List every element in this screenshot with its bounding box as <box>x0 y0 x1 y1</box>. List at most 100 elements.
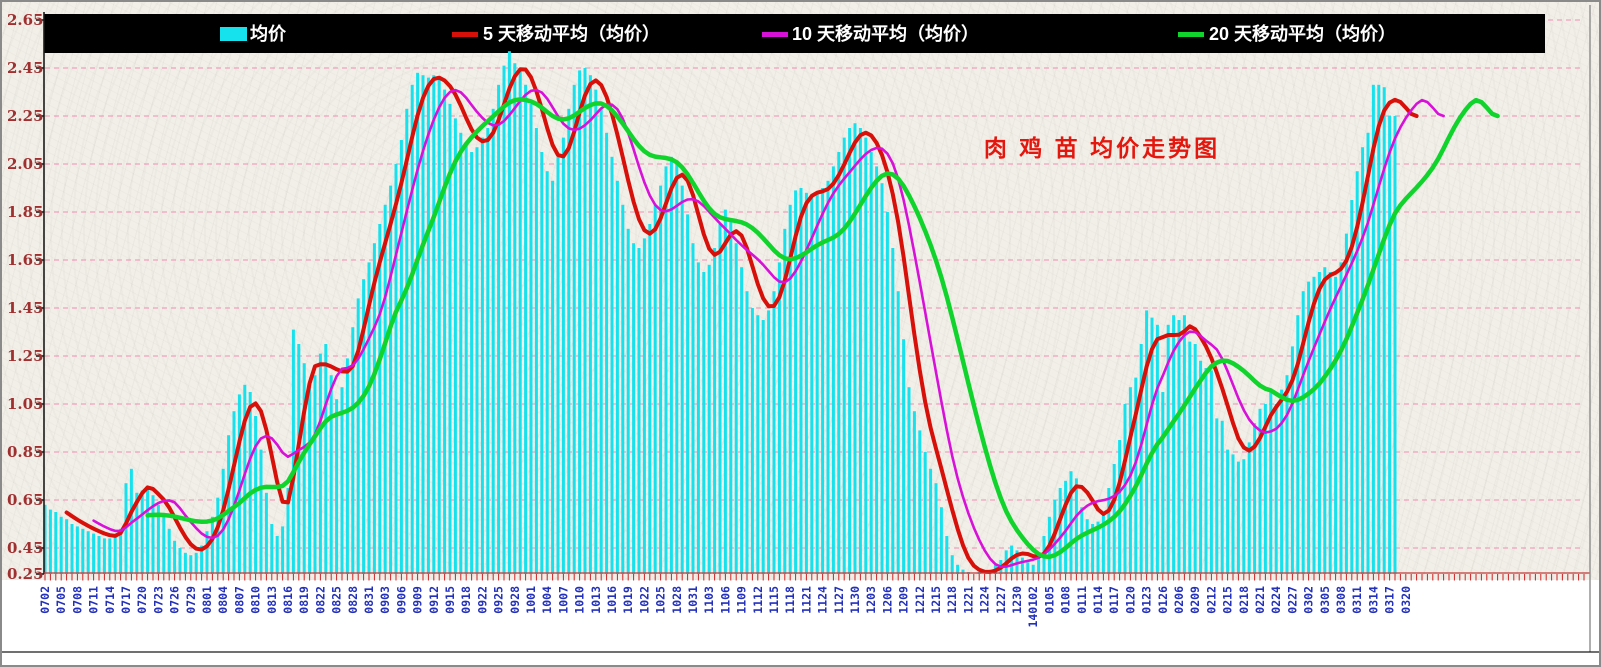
x-axis-label: 1028 <box>670 586 684 614</box>
avg-price-swatch-icon <box>220 27 247 41</box>
price-bar <box>885 212 889 574</box>
price-bar <box>291 329 295 574</box>
price-bar <box>1128 387 1132 574</box>
ma5-line-swatch-icon <box>452 32 478 37</box>
price-bar <box>1166 324 1170 574</box>
price-bar <box>723 209 727 574</box>
price-bar <box>556 156 560 575</box>
price-bar <box>804 192 808 575</box>
price-bar <box>1155 324 1159 574</box>
x-axis-label: 1001 <box>524 586 538 614</box>
x-axis-label: 1209 <box>897 586 911 614</box>
price-bar <box>1226 449 1230 574</box>
price-bar <box>707 264 711 574</box>
x-axis-label: 0221 <box>1253 586 1267 614</box>
price-bar <box>745 291 749 574</box>
x-axis-label: 1230 <box>1010 586 1024 614</box>
price-bar <box>772 291 776 574</box>
x-axis-label: 1215 <box>929 586 943 614</box>
price-bar <box>205 531 209 574</box>
price-bar <box>92 533 96 574</box>
x-axis-label: 0825 <box>330 586 344 614</box>
price-bar <box>831 166 835 574</box>
price-bar <box>329 375 333 574</box>
x-axis-label: 1206 <box>880 586 894 614</box>
price-bar <box>929 468 933 574</box>
price-bar <box>119 528 123 574</box>
x-axis-label: 1022 <box>637 586 651 614</box>
price-bar <box>1150 317 1154 574</box>
price-bar <box>1274 404 1278 574</box>
price-bar <box>702 272 706 574</box>
price-bar <box>356 298 360 574</box>
x-axis-label: 0209 <box>1188 586 1202 614</box>
price-bar <box>1312 276 1316 574</box>
price-bar <box>961 569 965 574</box>
x-axis-label: 0117 <box>1107 586 1121 614</box>
price-bar <box>524 84 528 575</box>
price-bar <box>318 353 322 574</box>
price-bar <box>675 164 679 574</box>
x-axis-label: 0111 <box>1075 586 1089 614</box>
y-axis-label: 0.25 <box>7 565 44 583</box>
price-bar <box>810 195 814 574</box>
price-bar <box>680 185 684 574</box>
x-axis-label: 1224 <box>978 586 992 614</box>
price-bar <box>167 528 171 574</box>
price-bar <box>1161 392 1165 574</box>
price-bar <box>54 512 58 574</box>
x-axis-label: 0928 <box>508 586 522 614</box>
price-bar <box>1080 507 1084 574</box>
price-bar <box>421 75 425 574</box>
price-bar <box>1020 557 1024 574</box>
y-axis-label: 0.65 <box>7 491 44 509</box>
price-bar <box>1058 488 1062 574</box>
y-axis-ticks-group <box>36 19 44 575</box>
price-bar <box>1388 116 1392 574</box>
x-axis-label: 0105 <box>1042 586 1056 614</box>
price-bar <box>875 166 879 574</box>
price-bar <box>200 545 204 574</box>
price-bar <box>1323 267 1327 574</box>
legend-background <box>44 14 1545 53</box>
x-axis-label: 0702 <box>38 586 52 614</box>
price-bar <box>1193 344 1197 574</box>
price-bar <box>394 164 398 574</box>
price-bar <box>448 104 452 574</box>
price-bar <box>1377 84 1381 575</box>
price-bar <box>1285 375 1289 574</box>
price-bar <box>1307 281 1311 574</box>
price-bar <box>302 363 306 574</box>
x-axis-label: 1112 <box>751 586 765 614</box>
x-axis-label: 1227 <box>994 586 1008 614</box>
price-bar <box>896 291 900 574</box>
price-bar <box>178 548 182 574</box>
x-axis-label: 1016 <box>605 586 619 614</box>
price-bar <box>767 310 771 574</box>
price-bar <box>669 156 673 575</box>
x-axis-ticks-group <box>44 574 1585 581</box>
price-bar <box>1139 344 1143 574</box>
ma20-line-swatch-icon <box>1178 32 1204 37</box>
price-bar <box>518 70 522 575</box>
price-bar <box>486 128 490 574</box>
x-axis-label: 0915 <box>443 586 457 614</box>
price-bar <box>254 416 258 574</box>
price-bar <box>270 524 274 574</box>
x-axis-label: 1118 <box>783 586 797 614</box>
x-axis-label: 1121 <box>799 586 813 614</box>
x-axis-label: 0218 <box>1237 586 1251 614</box>
x-axis-label: 1004 <box>540 586 554 614</box>
price-bar <box>1371 84 1375 575</box>
price-bar <box>491 108 495 575</box>
price-bar <box>664 166 668 574</box>
price-bar <box>1215 418 1219 574</box>
price-bar <box>621 204 625 575</box>
price-bar <box>1382 87 1386 574</box>
price-bar <box>1344 233 1348 574</box>
price-bar <box>659 185 663 574</box>
y-axis-label: 1.65 <box>7 251 44 269</box>
price-bar <box>97 536 101 574</box>
price-bar <box>173 540 177 574</box>
